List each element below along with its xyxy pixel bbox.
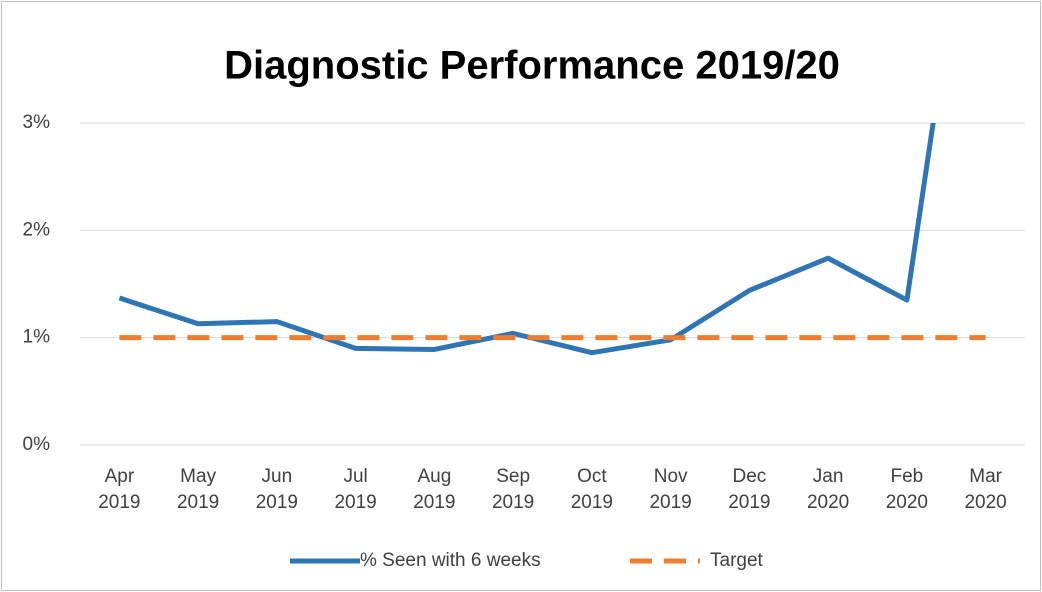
plot <box>118 123 986 356</box>
x-tick-label: May 2019 <box>177 466 219 513</box>
x-tick-label: Mar 2020 <box>964 466 1006 513</box>
x-tick-label: Jul 2019 <box>334 466 376 513</box>
x-tick-label: Nov 2019 <box>649 466 691 513</box>
x-tick-label: Apr 2019 <box>98 466 140 513</box>
legend-label: % Seen with 6 weeks <box>360 550 541 571</box>
x-tick-label: Jan 2020 <box>807 466 849 513</box>
series-line <box>118 123 936 356</box>
y-tick-label: 2% <box>23 219 51 240</box>
x-tick-label: Jun 2019 <box>256 466 298 513</box>
x-tick-label: Sep 2019 <box>492 466 534 513</box>
x-tick-label: Aug 2019 <box>413 466 455 513</box>
y-tick-label: 1% <box>23 327 51 348</box>
chart-title: Diagnostic Performance 2019/20 <box>224 44 840 88</box>
x-tick-label: Dec 2019 <box>728 466 770 513</box>
y-tick-label: 0% <box>23 434 51 455</box>
x-tick-label: Oct 2019 <box>571 466 613 513</box>
x-tick-label: Feb 2020 <box>886 466 928 513</box>
y-tick-label: 3% <box>23 112 51 133</box>
legend-label: Target <box>710 550 764 571</box>
